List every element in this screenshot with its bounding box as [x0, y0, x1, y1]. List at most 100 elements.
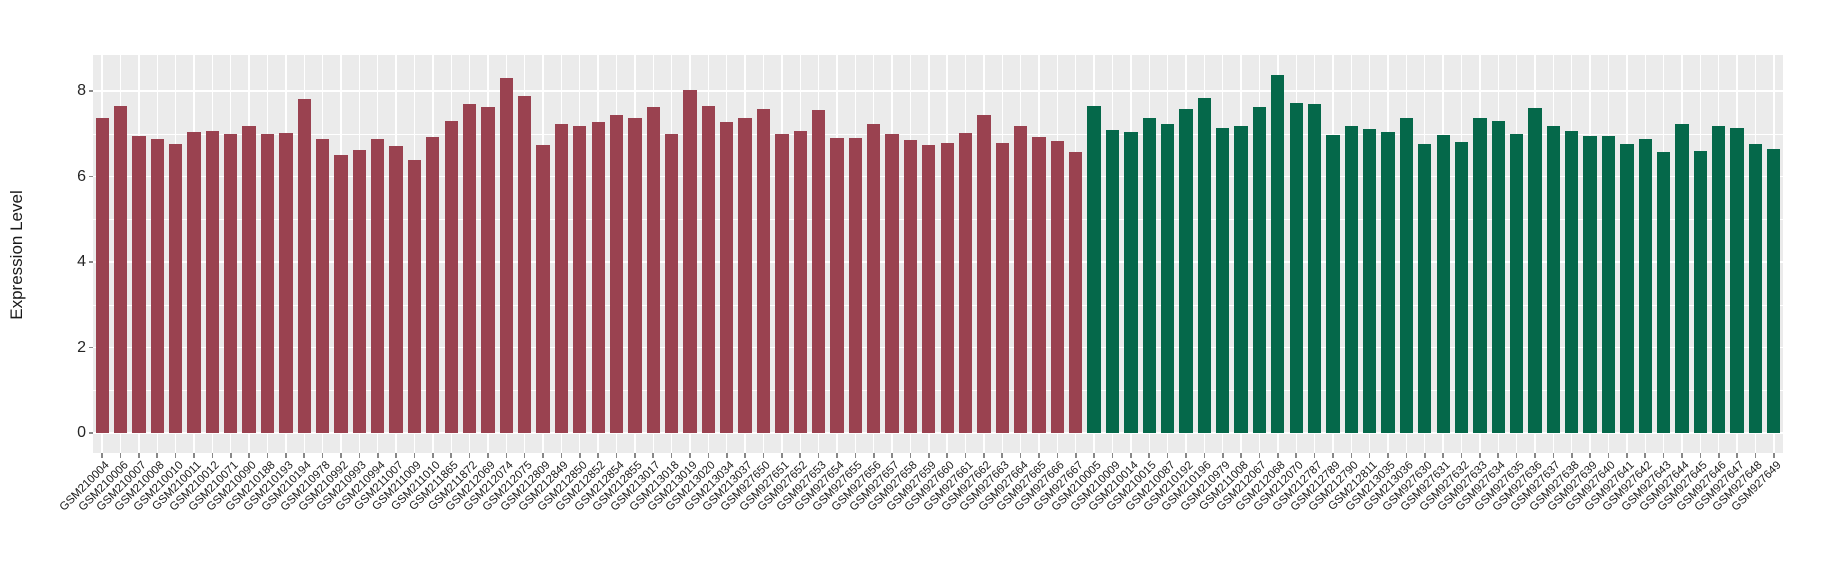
- bar-GSM927645: [1693, 151, 1707, 433]
- x-tick-GSM212790: [1350, 453, 1353, 458]
- bar-GSM210196: [1197, 98, 1211, 433]
- bar-GSM212850: [573, 126, 587, 433]
- x-tick-GSM213035: [1387, 453, 1389, 458]
- x-tick-GSM212068: [1277, 453, 1279, 458]
- y-tick-mark-2: [88, 346, 93, 349]
- x-tick-GSM213020: [707, 453, 710, 458]
- x-tick-GSM927633: [1479, 453, 1481, 458]
- bar-GSM927656: [867, 123, 881, 433]
- bar-GSM927654: [830, 138, 844, 433]
- x-tick-GSM210194: [303, 453, 306, 458]
- x-tick-GSM927648: [1754, 453, 1757, 458]
- x-tick-GSM213034: [725, 453, 728, 458]
- bar-GSM927639: [1583, 136, 1597, 433]
- bar-GSM927655: [848, 138, 862, 433]
- bar-GSM927647: [1730, 127, 1744, 433]
- gridline-major-y4: [93, 261, 1783, 263]
- bar-GSM927634: [1491, 121, 1505, 433]
- bar-GSM213018: [664, 134, 679, 433]
- bar-GSM212849: [554, 123, 569, 433]
- x-tick-GSM210188: [266, 453, 269, 458]
- gridline-major-y6: [93, 175, 1783, 178]
- x-tick-GSM927647: [1736, 453, 1738, 458]
- x-tick-GSM927653: [817, 453, 820, 458]
- bar-GSM210008: [150, 138, 164, 433]
- plot-panel: [93, 55, 1783, 453]
- x-tick-GSM211007: [395, 453, 397, 458]
- bar-GSM927642: [1638, 139, 1652, 433]
- x-tick-GSM927658: [909, 453, 912, 458]
- bar-GSM212068: [1271, 75, 1285, 433]
- bar-GSM212855: [628, 118, 642, 433]
- bar-GSM211872: [462, 104, 477, 433]
- bar-GSM210006: [113, 105, 128, 433]
- gridline-minor-y3: [93, 304, 1783, 306]
- bar-GSM927630: [1418, 144, 1432, 433]
- x-tick-GSM927650: [762, 453, 765, 458]
- bar-GSM927637: [1546, 125, 1561, 433]
- bar-GSM210014: [1124, 132, 1138, 433]
- x-tick-GSM927660: [946, 453, 948, 458]
- x-tick-GSM927637: [1552, 453, 1555, 458]
- x-tick-GSM927644: [1681, 453, 1683, 458]
- bar-GSM211008: [1234, 126, 1248, 433]
- x-tick-GSM210005: [1093, 453, 1095, 458]
- x-tick-GSM212855: [634, 453, 636, 458]
- x-tick-GSM927643: [1662, 453, 1665, 458]
- bar-GSM927648: [1748, 144, 1763, 433]
- y-tick-mark-0: [88, 432, 93, 434]
- bar-GSM212852: [591, 121, 605, 433]
- x-tick-GSM927645: [1699, 453, 1702, 458]
- x-tick-GSM927659: [928, 453, 930, 458]
- bar-GSM927651: [775, 134, 789, 433]
- gridline-major-y2: [93, 346, 1783, 349]
- x-tick-GSM210011: [193, 453, 195, 458]
- bar-GSM927646: [1712, 126, 1726, 433]
- x-tick-GSM927652: [799, 453, 802, 458]
- bar-GSM927664: [1014, 126, 1028, 433]
- bar-GSM213017: [646, 106, 660, 433]
- x-tick-GSM213019: [689, 453, 691, 458]
- bar-GSM210194: [297, 98, 311, 433]
- bar-GSM210192: [1179, 109, 1193, 433]
- bar-GSM927657: [885, 133, 899, 433]
- x-tick-GSM927631: [1442, 453, 1444, 458]
- x-tick-GSM210010: [174, 453, 177, 458]
- x-tick-GSM210009: [1111, 453, 1114, 458]
- gridline-minor-y5: [93, 219, 1783, 221]
- bar-GSM927633: [1473, 118, 1487, 433]
- bar-GSM213037: [738, 117, 752, 433]
- x-tick-GSM213018: [670, 453, 673, 458]
- x-tick-GSM212852: [597, 453, 599, 458]
- bar-GSM212067: [1252, 106, 1267, 433]
- bar-GSM210012: [205, 130, 220, 433]
- x-tick-GSM927666: [1056, 453, 1059, 458]
- bar-GSM210994: [371, 138, 385, 433]
- bar-GSM927667: [1069, 152, 1083, 433]
- x-tick-GSM927632: [1460, 453, 1463, 458]
- x-tick-GSM927664: [1019, 453, 1022, 458]
- bar-GSM211865: [444, 120, 458, 433]
- x-tick-GSM211010: [432, 453, 434, 458]
- y-tick-mark-8: [88, 90, 93, 92]
- x-tick-GSM927662: [983, 453, 985, 458]
- bar-GSM210015: [1142, 117, 1156, 433]
- x-tick-GSM212074: [505, 453, 508, 458]
- bar-GSM210071: [224, 134, 238, 433]
- x-tick-GSM927654: [836, 453, 838, 458]
- gridline-major-y0: [93, 432, 1783, 434]
- bar-GSM212075: [518, 96, 532, 433]
- bar-GSM212790: [1344, 125, 1358, 433]
- bar-GSM211010: [426, 136, 440, 433]
- bar-GSM212069: [481, 106, 495, 433]
- y-tick-label-6: 6: [77, 167, 86, 185]
- y-tick-mark-4: [88, 261, 93, 263]
- x-tick-GSM211872: [468, 453, 471, 458]
- gridline-minor-y1: [93, 390, 1783, 392]
- gridline-minor-y7: [93, 133, 1783, 135]
- x-tick-GSM211009: [413, 453, 416, 458]
- x-tick-GSM210004: [101, 453, 103, 458]
- gridline-major-y8: [93, 90, 1783, 92]
- x-tick-GSM210090: [248, 453, 250, 458]
- bar-GSM212070: [1289, 102, 1303, 433]
